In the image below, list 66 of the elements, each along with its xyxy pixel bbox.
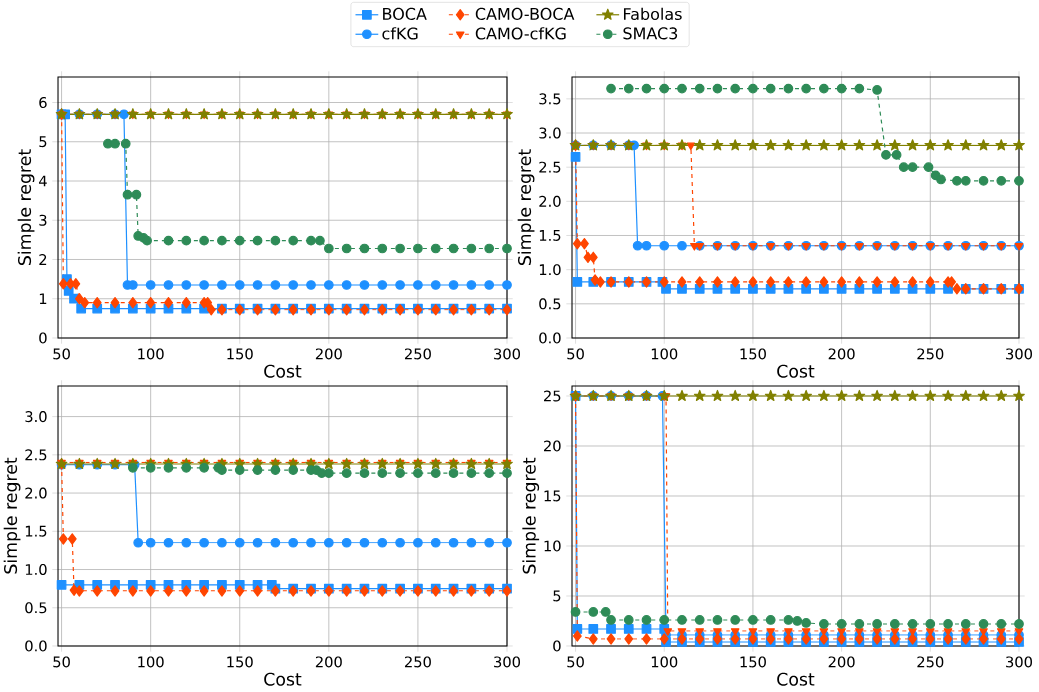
- y-tick-label: 15: [544, 490, 561, 502]
- y-tick-label: 1.5: [25, 525, 47, 537]
- y-tick-label: 5: [39, 136, 47, 148]
- x-tick-label: 150: [227, 348, 253, 360]
- x-tick-label: 250: [917, 656, 944, 668]
- x-tick-label: 50: [567, 656, 584, 668]
- y-tick-label: 0.0: [25, 640, 47, 652]
- x-tick-label: 100: [138, 348, 164, 360]
- x-tick-label: 300: [494, 348, 521, 360]
- y-tick-label: 20: [544, 440, 561, 452]
- y-tick-label: 25: [544, 390, 561, 402]
- x-tick-label: 250: [404, 348, 431, 360]
- y-tick-label: 3.0: [539, 127, 561, 139]
- legend-label: CAMO-cfKG: [475, 27, 566, 40]
- x-axis-title: Cost: [264, 364, 302, 378]
- y-tick-label: 1.0: [539, 264, 561, 276]
- x-tick-label: 250: [404, 656, 431, 668]
- x-tick-label: 150: [740, 348, 766, 360]
- x-tick-label: 50: [53, 656, 70, 668]
- x-tick-label: 200: [315, 656, 342, 668]
- y-tick-label: 0: [553, 640, 561, 652]
- x-tick-label: 150: [740, 656, 766, 668]
- y-tick-label: 2.5: [25, 449, 47, 461]
- y-axis-title: Simple regret: [17, 149, 35, 265]
- legend-label: SMAC3: [623, 27, 678, 40]
- x-tick-label: 250: [917, 348, 944, 360]
- y-tick-label: 2.5: [539, 161, 561, 173]
- y-tick-label: 10: [544, 540, 561, 552]
- y-tick-label: 2.0: [25, 487, 47, 499]
- x-tick-label: 100: [651, 656, 678, 668]
- legend-label: CAMO-BOCA: [475, 7, 575, 20]
- y-tick-label: 0.5: [25, 602, 47, 614]
- x-tick-label: 300: [494, 656, 521, 668]
- legend-label: BOCA: [383, 7, 427, 20]
- y-tick-label: 0.5: [539, 298, 561, 310]
- y-axis-title: Simple regret: [3, 457, 21, 574]
- y-tick-label: 3.0: [25, 411, 47, 423]
- y-tick-label: 2.0: [539, 195, 561, 207]
- y-tick-label: 5: [553, 590, 561, 602]
- x-tick-label: 300: [1006, 656, 1032, 668]
- legend-label: Fabolas: [623, 7, 682, 21]
- y-tick-label: 1.5: [539, 230, 561, 241]
- y-tick-label: 2: [39, 254, 47, 265]
- x-axis-title: Cost: [777, 364, 815, 378]
- y-axis-title: Simple regret: [517, 149, 535, 265]
- x-tick-label: 200: [828, 348, 855, 360]
- x-tick-label: 200: [315, 348, 342, 360]
- y-tick-label: 1: [39, 293, 47, 305]
- x-tick-label: 200: [828, 656, 855, 668]
- y-tick-label: 1.0: [25, 563, 47, 576]
- x-tick-label: 50: [53, 348, 70, 360]
- y-tick-label: 0.0: [539, 332, 561, 344]
- y-tick-label: 3.5: [539, 93, 561, 105]
- y-tick-label: 0: [39, 332, 47, 344]
- x-tick-label: 100: [138, 656, 164, 668]
- x-axis-title: Cost: [777, 672, 815, 686]
- x-tick-label: 150: [227, 656, 253, 668]
- x-tick-label: 50: [567, 348, 584, 360]
- y-axis-title: Simple regret: [522, 457, 540, 574]
- legend-label: cfKG: [382, 27, 418, 40]
- y-tick-label: 3: [39, 214, 47, 226]
- x-tick-label: 300: [1006, 348, 1032, 360]
- y-tick-label: 6: [39, 96, 47, 109]
- y-tick-label: 4: [38, 175, 47, 187]
- x-axis-title: Cost: [264, 672, 302, 686]
- x-tick-label: 100: [651, 348, 678, 360]
